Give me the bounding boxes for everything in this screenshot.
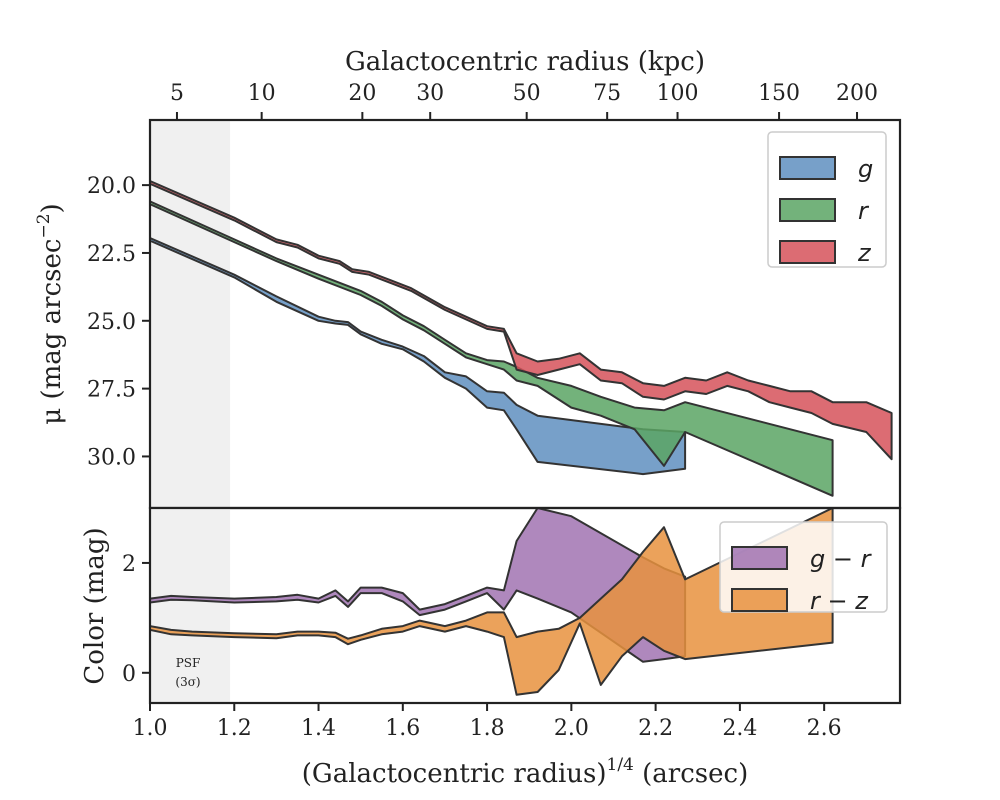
legend-swatch-r-z (731, 588, 788, 612)
y-tick-label: 30.0 (87, 445, 136, 470)
color-axis-title: Color (mag) (80, 527, 110, 684)
x-tick-label: 1.0 (133, 716, 168, 741)
axis-titles: Galactocentric radius (kpc) (Galactocentr… (34, 47, 748, 789)
legend-swatch-z (779, 240, 836, 264)
surface-brightness-panel: 20.0 22.5 25.0 27.5 30.0 5 10 20 30 50 75 100 150 200… (87, 81, 902, 510)
top-x-tick-label: 10 (248, 81, 276, 106)
top-x-tick-label: 150 (758, 81, 800, 106)
x-tick-label: 2.2 (638, 716, 673, 741)
legend-swatch-r (779, 198, 836, 222)
x-axis-title: (Galactocentric radius)1/4 (arcsec) (302, 755, 748, 789)
legend-swatch-g (779, 156, 836, 180)
legend-label-r: r (858, 197, 870, 225)
legend-bottom: g − r r − z (719, 521, 888, 615)
top-x-tick-label: 5 (170, 81, 184, 106)
x-tick-label: 1.2 (217, 716, 252, 741)
top-x-axis-title: Galactocentric radius (kpc) (345, 47, 705, 77)
x-tick-label: 2.6 (807, 716, 842, 741)
y-tick-label: 20.0 (87, 174, 136, 199)
y-axis-title: μ (mag arcsec−2) (34, 203, 67, 424)
x-tick-label: 2.4 (722, 716, 757, 741)
psf-label: PSF (176, 656, 201, 670)
x-tick-label: 2.0 (554, 716, 589, 741)
psf-sigma-label: (3σ) (175, 675, 200, 689)
y-tick-label: 22.5 (87, 242, 136, 267)
x-tick-label: 1.6 (385, 716, 420, 741)
top-x-tick-label: 50 (513, 81, 541, 106)
band-z (150, 180, 893, 461)
legend-top: grz (767, 131, 887, 268)
psf-shade-top (150, 120, 231, 508)
bottom-bands (150, 508, 834, 696)
band-g (150, 237, 687, 476)
x-tick-label: 1.8 (470, 716, 505, 741)
psf-shade-bottom (150, 508, 231, 703)
legend-label-r-z: r − z (810, 587, 869, 615)
top-x-tick-label: 30 (416, 81, 444, 106)
legend-label-z: z (857, 239, 872, 267)
legend-label-g: g (858, 155, 873, 183)
y-tick-label: 25.0 (87, 310, 136, 335)
top-bands (150, 180, 893, 497)
legend-swatch-g-r (731, 546, 788, 570)
x-axis-title-exponent: 1/4 (607, 755, 634, 775)
band-r-z (150, 508, 834, 696)
y-axis-title-main: μ (mag arcsec (37, 239, 67, 425)
top-x-tick-label: 100 (657, 81, 699, 106)
top-x-tick-label: 200 (836, 81, 878, 106)
y-tick-label: 0 (122, 662, 136, 687)
color-panel: PSF (3σ) 0 2 1.0 1.2 1.4 1.6 1.8 2.0 2.2 2.4 2.6 g − … (122, 506, 902, 741)
top-x-tick-label: 75 (593, 81, 621, 106)
x-axis-title-main: (Galactocentric radius) (302, 759, 607, 789)
y-axis-title-exponent: −2 (34, 213, 54, 238)
y-tick-label: 27.5 (87, 378, 136, 403)
y-tick-label: 2 (122, 552, 136, 577)
legend-label-g-r: g − r (810, 545, 873, 573)
bottom-panel-frame (148, 506, 902, 705)
x-axis-title-tail: (arcsec) (634, 759, 748, 789)
x-tick-label: 1.4 (301, 716, 336, 741)
top-x-tick-label: 20 (348, 81, 376, 106)
y-axis-title-tail: ) (37, 203, 67, 213)
band-r (150, 200, 834, 497)
